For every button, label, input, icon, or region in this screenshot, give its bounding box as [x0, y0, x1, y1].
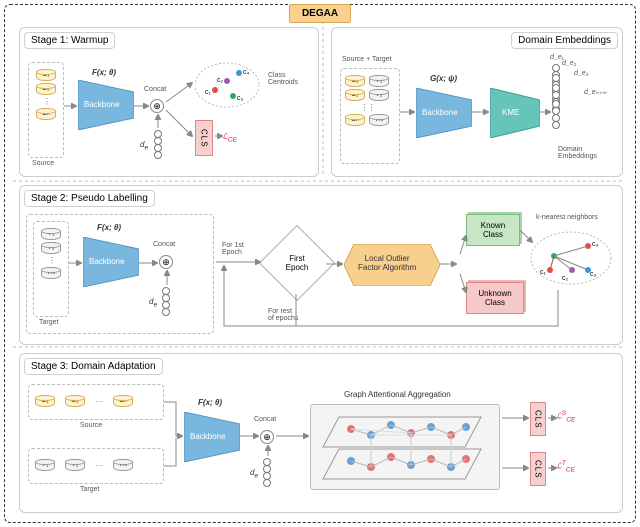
- arrows-s3: [20, 354, 624, 514]
- outer-frame: DEGAA Stage 1: Warmup S₁ S₂ ⋮ Sₙ Source …: [4, 4, 636, 523]
- stage-3: Stage 3: Domain Adaptation S₁ S₂ ⋯ Sₙ So…: [19, 353, 623, 513]
- arrows-de: [332, 28, 624, 178]
- stage-2: Stage 2: Pseudo Labelling T₁ T₂ ⋮ Tₘ Tar…: [19, 185, 623, 345]
- arrows-s2: [20, 186, 624, 346]
- domain-embeddings: Domain Embeddings Source + Target S₁T₁ S…: [331, 27, 623, 177]
- diagram-title: DEGAA: [289, 4, 351, 23]
- arrows-s1: [20, 28, 320, 178]
- stage-1: Stage 1: Warmup S₁ S₂ ⋮ Sₙ Source Backbo…: [19, 27, 319, 177]
